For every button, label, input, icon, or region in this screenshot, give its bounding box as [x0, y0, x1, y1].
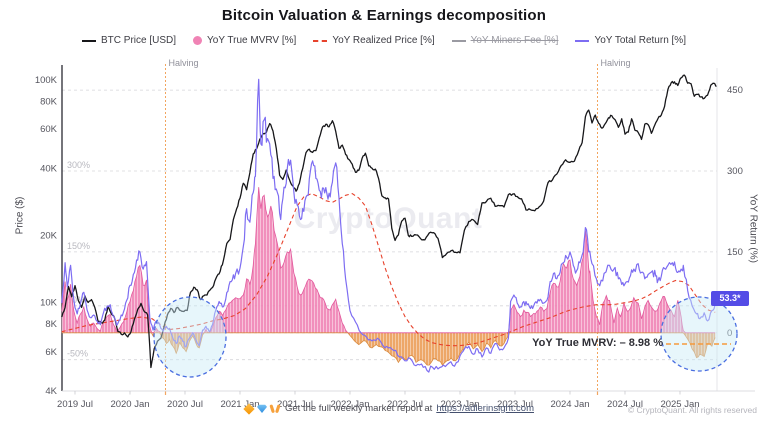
halving-label: Halving	[601, 58, 631, 68]
y-left-tick-label: 8K	[45, 319, 57, 330]
y-right-tick-label: 450	[727, 85, 743, 96]
inner-gridline-label: 300%	[67, 160, 90, 170]
legend-marker-realized	[313, 39, 328, 42]
y-left-tick-label: 10K	[40, 297, 58, 308]
series-btc-price	[61, 74, 717, 369]
blue-gem-icon	[257, 404, 267, 413]
watermark: CryptoQuant	[293, 202, 483, 235]
legend-item-btc[interactable]: BTC Price [USD]	[82, 35, 176, 46]
legend-label: YoY Total Return [%]	[594, 35, 686, 46]
y-left-tick-label: 80K	[40, 96, 58, 107]
highlight-circle-2020	[153, 296, 227, 378]
orange-diamond-icon	[243, 402, 255, 415]
mvrv-callout-text: YoY True MVRV: – 8.98 %	[532, 337, 663, 349]
y-axis-title-price: Price ($)	[14, 196, 26, 235]
legend-marker-mvrv	[193, 36, 203, 45]
y-left-tick-label: 40K	[40, 163, 58, 174]
legend-marker-total	[575, 39, 590, 42]
legend: BTC Price [USD] YoY True MVRV [%] YoY Real…	[0, 35, 768, 46]
x-axis-tick-label: 2024 Jul	[607, 399, 643, 410]
y-right-tick-label: 300	[727, 166, 743, 177]
inner-gridline-label: 50%	[67, 295, 85, 305]
realized-price-line	[61, 193, 716, 347]
btc-price-line	[61, 74, 717, 369]
axes: 100K 80K 60K 40K 20K 10K 8K 6K 4K 450 300 150 0 2019 …	[35, 65, 755, 410]
x-axis-tick-label: 2021 Jan	[220, 399, 259, 410]
y-left-tick-label: 60K	[40, 124, 58, 135]
copyright-notice: © CryptoQuant. All rights reserved	[627, 405, 757, 415]
footer-promo: Get the full weekly market report at htt…	[243, 402, 534, 415]
x-axis-tick-label: 2025 Jan	[660, 399, 699, 410]
inner-gridline-label: 150%	[67, 241, 90, 251]
y-right-tick-label: 150	[727, 247, 743, 258]
y-right-tick-label: 0	[727, 328, 732, 339]
halving-label: Halving	[169, 58, 199, 68]
mvrv-negative-area	[61, 332, 716, 366]
legend-item-realized[interactable]: YoY Realized Price [%]	[313, 35, 435, 46]
legend-label: YoY True MVRV [%]	[207, 35, 297, 46]
legend-item-mvrv[interactable]: YoY True MVRV [%]	[193, 35, 296, 46]
x-axis-tick-label: 2019 Jul	[57, 399, 93, 410]
x-axis-tick-label: 2024 Jan	[550, 399, 589, 410]
footer-icons	[243, 402, 281, 415]
highlight-circles	[153, 296, 738, 378]
y-axis-title-yoy-return: YoY Return (%)	[747, 194, 759, 263]
highlight-circle-2025	[660, 296, 738, 372]
series-realized-price	[61, 193, 716, 347]
legend-marker-btc	[82, 39, 96, 42]
legend-label: YoY Realized Price [%]	[332, 35, 435, 46]
chart-title: Bitcoin Valuation & Earnings decompositi…	[221, 7, 547, 24]
legend-item-miners[interactable]: YoY Miners Fee [%]	[451, 35, 559, 46]
mvrv-negative-edge	[61, 332, 716, 366]
footer-message: Get the full weekly market report at	[285, 403, 433, 414]
y-left-tick-label: 100K	[35, 75, 58, 86]
x-axis-tick-label: 2020 Jan	[110, 399, 149, 410]
y-left-tick-label: 20K	[40, 230, 58, 241]
x-axis-tick-label: 2021 Jul	[277, 399, 313, 410]
last-value-badge: 53.3*	[711, 291, 749, 306]
x-axis-tick-label: 2023 Jan	[440, 399, 479, 410]
legend-marker-miners	[451, 39, 466, 42]
inner-gridline-label: -50%	[67, 349, 88, 359]
mvrv-positive-area	[61, 187, 716, 333]
raised-hands-icon	[269, 404, 281, 413]
y-left-tick-label: 4K	[45, 386, 57, 397]
x-axis-tick-label: 2022 Jan	[330, 399, 369, 410]
series-total-return	[61, 78, 716, 373]
x-axis-tick-label: 2020 Jul	[167, 399, 203, 410]
y-left-tick-label: 6K	[45, 347, 57, 358]
x-axis-tick-label: 2023 Jul	[497, 399, 533, 410]
legend-label: YoY Miners Fee [%]	[470, 35, 559, 46]
x-axis-tick-label: 2022 Jul	[387, 399, 423, 410]
legend-label: BTC Price [USD]	[101, 35, 177, 46]
legend-item-total[interactable]: YoY Total Return [%]	[575, 35, 686, 46]
report-link[interactable]: https://adlerinsight.com	[436, 403, 534, 414]
total-return-line	[61, 78, 716, 373]
